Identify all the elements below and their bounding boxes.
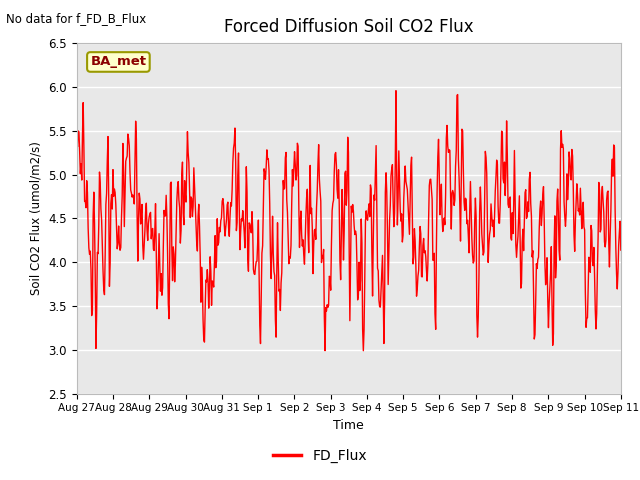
Text: BA_met: BA_met bbox=[90, 56, 147, 69]
Y-axis label: Soil CO2 Flux (umol/m2/s): Soil CO2 Flux (umol/m2/s) bbox=[30, 142, 43, 295]
Title: Forced Diffusion Soil CO2 Flux: Forced Diffusion Soil CO2 Flux bbox=[224, 18, 474, 36]
Text: No data for f_FD_B_Flux: No data for f_FD_B_Flux bbox=[6, 12, 147, 25]
Legend: FD_Flux: FD_Flux bbox=[268, 443, 372, 468]
X-axis label: Time: Time bbox=[333, 419, 364, 432]
